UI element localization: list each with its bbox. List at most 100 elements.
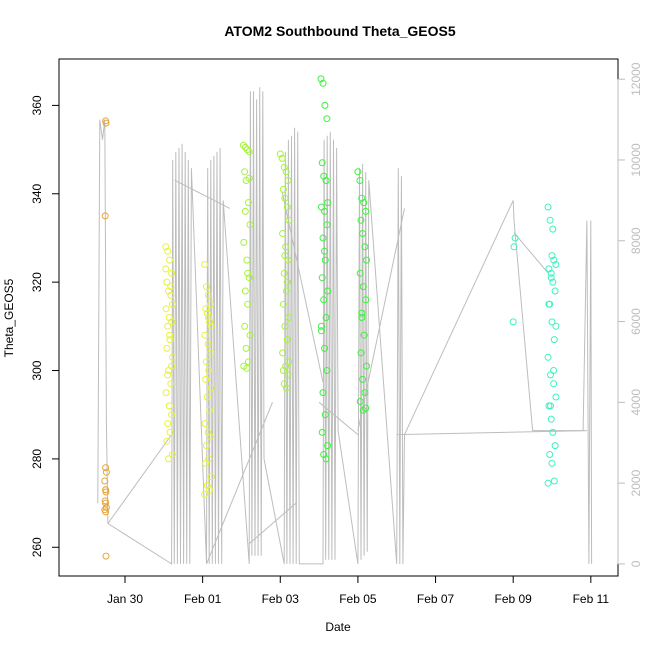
y-tick-label-right: 8000 [629, 227, 643, 254]
y-tick-label-right: 12000 [629, 62, 643, 96]
data-point [552, 322, 560, 330]
data-point [241, 143, 249, 151]
y-tick-label-right: 10000 [629, 143, 643, 177]
data-point [162, 305, 170, 313]
y-tick-label-right: 6000 [629, 308, 643, 335]
altitude-connector-6 [357, 208, 405, 431]
altitude-connector-3 [248, 502, 297, 545]
data-point [203, 309, 211, 317]
data-point [360, 331, 368, 339]
data-point [282, 243, 290, 251]
data-point [283, 384, 290, 392]
data-point [203, 442, 210, 450]
data-point [239, 141, 247, 149]
data-point [359, 375, 367, 383]
data-point [324, 442, 332, 450]
data-point [240, 238, 248, 246]
data-point [166, 256, 174, 264]
chart-title: ATOM2 Southbound Theta_GEOS5 [224, 23, 455, 39]
data-point [324, 199, 332, 207]
data-point [243, 146, 251, 154]
scatter-series [101, 75, 560, 560]
x-tick-label: Feb 11 [573, 592, 610, 606]
data-point [320, 296, 328, 304]
data-point [324, 287, 332, 295]
data-point [201, 261, 209, 268]
data-point [202, 459, 210, 467]
data-point [168, 353, 176, 361]
data-point [551, 442, 559, 450]
x-tick-label: Feb 07 [417, 592, 455, 606]
data-point [321, 101, 329, 109]
data-point [205, 291, 212, 299]
y-axis-right: 0 2000 4000 6000 8000 10000 12000 [617, 62, 643, 567]
data-point [101, 477, 109, 485]
data-point [319, 79, 327, 87]
data-point [285, 314, 293, 321]
altitude-connector-1 [174, 179, 231, 209]
y-tick-label-right: 0 [629, 560, 643, 567]
data-point [356, 269, 364, 277]
series-4 [509, 203, 560, 487]
data-point [206, 433, 214, 441]
altitude-connector-2 [206, 402, 273, 565]
data-point [164, 420, 172, 428]
data-point [206, 318, 214, 326]
data-point [168, 269, 176, 277]
data-point [163, 278, 171, 286]
data-point [284, 177, 292, 184]
data-point [245, 148, 253, 156]
data-point [241, 207, 249, 215]
data-point [164, 247, 172, 255]
data-point [207, 384, 215, 392]
data-point [354, 168, 362, 176]
data-point [245, 274, 253, 282]
data-point [244, 300, 252, 308]
y-tick-label-left: 340 [30, 183, 44, 203]
data-point [206, 486, 214, 494]
data-point [163, 344, 171, 352]
data-point [164, 371, 172, 379]
data-point [102, 486, 110, 494]
data-point [547, 402, 554, 410]
series-1 [162, 243, 215, 498]
data-point [241, 287, 249, 295]
data-point [205, 314, 212, 321]
data-point [166, 428, 174, 436]
data-point [359, 230, 367, 237]
data-point [548, 459, 556, 467]
data-point [284, 371, 292, 379]
data-point [278, 154, 286, 162]
data-point [167, 291, 175, 299]
data-point [322, 177, 330, 184]
series-2 [239, 141, 293, 392]
data-point [282, 168, 290, 176]
data-point [279, 300, 287, 308]
altitude-connector-8 [513, 232, 549, 274]
data-point [168, 411, 176, 419]
data-point [356, 398, 364, 405]
data-point [550, 336, 558, 344]
data-point [317, 75, 325, 83]
data-point [207, 322, 215, 330]
x-tick-label: Feb 01 [184, 592, 222, 606]
data-point [552, 261, 560, 268]
data-point [102, 468, 110, 476]
data-point [205, 367, 213, 374]
data-point [102, 464, 110, 472]
data-point [201, 331, 209, 339]
data-point [276, 150, 284, 158]
data-point [358, 309, 366, 317]
data-point [545, 300, 553, 308]
data-point [244, 269, 252, 277]
data-point [281, 194, 289, 202]
data-point [509, 318, 517, 326]
y-tick-label-left: 300 [30, 360, 44, 380]
data-point [206, 349, 214, 357]
data-point [323, 367, 331, 374]
altitude-connector-0 [107, 434, 172, 524]
data-point [206, 406, 214, 414]
data-point [510, 243, 518, 251]
data-point [243, 256, 251, 264]
